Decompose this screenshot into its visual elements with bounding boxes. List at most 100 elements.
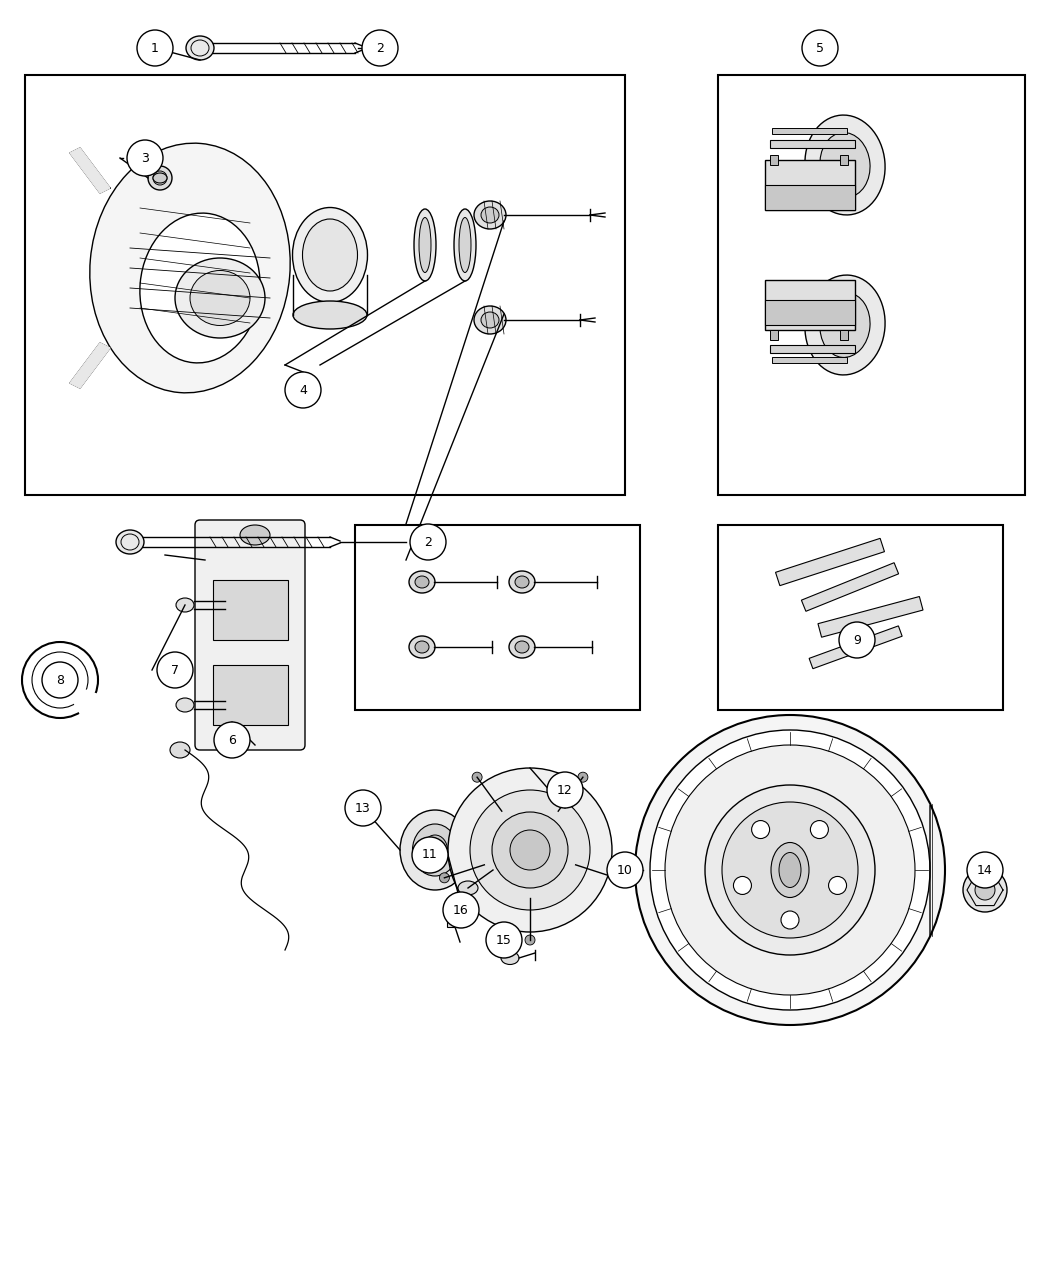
Ellipse shape (820, 292, 870, 357)
Circle shape (362, 31, 398, 66)
Text: 8: 8 (56, 673, 64, 686)
Circle shape (410, 524, 446, 560)
Bar (765, 300, 855, 325)
Circle shape (635, 715, 945, 1025)
Text: 2: 2 (424, 536, 432, 548)
Ellipse shape (415, 641, 429, 653)
Bar (213, 580, 288, 640)
Ellipse shape (481, 207, 499, 223)
Circle shape (510, 830, 550, 870)
Ellipse shape (481, 312, 499, 328)
Circle shape (439, 873, 449, 882)
Ellipse shape (413, 824, 458, 876)
Ellipse shape (459, 218, 471, 273)
Circle shape (811, 821, 828, 839)
Text: 6: 6 (228, 733, 236, 746)
Ellipse shape (415, 576, 429, 588)
Circle shape (665, 745, 915, 994)
Circle shape (525, 935, 536, 945)
Text: 2: 2 (376, 42, 384, 55)
Bar (772, 128, 847, 134)
Ellipse shape (458, 881, 478, 895)
Circle shape (722, 802, 858, 938)
Bar (447, 917, 463, 927)
Ellipse shape (153, 173, 167, 184)
Bar (25, 75, 625, 495)
Ellipse shape (414, 209, 436, 280)
Circle shape (412, 836, 448, 873)
Circle shape (611, 873, 621, 882)
Ellipse shape (514, 576, 529, 588)
Bar (840, 156, 848, 164)
Text: 12: 12 (558, 784, 573, 797)
Text: 13: 13 (355, 802, 371, 815)
FancyBboxPatch shape (195, 520, 304, 750)
Circle shape (345, 790, 381, 826)
Circle shape (443, 892, 479, 928)
Circle shape (975, 880, 995, 900)
Circle shape (578, 773, 588, 782)
Ellipse shape (501, 951, 519, 964)
Circle shape (472, 773, 482, 782)
Ellipse shape (190, 270, 250, 325)
Ellipse shape (170, 742, 190, 759)
Circle shape (158, 652, 193, 688)
Ellipse shape (454, 209, 476, 280)
Bar (840, 330, 848, 340)
Ellipse shape (474, 201, 506, 229)
Bar (765, 185, 855, 210)
Circle shape (752, 821, 770, 839)
Circle shape (127, 140, 163, 176)
Bar (718, 75, 1025, 495)
Wedge shape (60, 680, 100, 717)
Bar (776, 538, 884, 585)
Bar (772, 357, 847, 363)
Ellipse shape (514, 641, 529, 653)
Text: 1: 1 (151, 42, 159, 55)
Bar (770, 156, 778, 164)
Bar (770, 346, 855, 353)
Circle shape (802, 31, 838, 66)
Ellipse shape (410, 571, 435, 593)
Ellipse shape (805, 115, 885, 215)
Text: 4: 4 (299, 384, 307, 397)
Circle shape (42, 662, 78, 697)
Ellipse shape (293, 301, 368, 329)
Ellipse shape (176, 697, 194, 711)
Circle shape (448, 768, 612, 932)
Ellipse shape (509, 571, 536, 593)
Bar (810, 626, 902, 668)
Ellipse shape (240, 525, 270, 544)
Ellipse shape (176, 598, 194, 612)
Bar (818, 597, 923, 638)
Text: 15: 15 (496, 933, 512, 946)
Circle shape (963, 868, 1007, 912)
Ellipse shape (140, 213, 260, 363)
Ellipse shape (805, 275, 885, 375)
Ellipse shape (509, 636, 536, 658)
Circle shape (148, 166, 172, 190)
Text: 9: 9 (853, 634, 861, 646)
Bar (765, 280, 855, 330)
Text: 11: 11 (422, 848, 438, 862)
Circle shape (781, 912, 799, 929)
Bar (765, 159, 855, 210)
Bar (355, 525, 640, 710)
Ellipse shape (186, 36, 214, 60)
Circle shape (705, 785, 875, 955)
Circle shape (734, 876, 752, 895)
Circle shape (470, 790, 590, 910)
Circle shape (839, 622, 875, 658)
Bar (770, 140, 855, 148)
Polygon shape (70, 148, 110, 193)
Bar (770, 330, 778, 340)
Bar (718, 525, 1003, 710)
Circle shape (828, 876, 846, 895)
Ellipse shape (293, 208, 368, 302)
Ellipse shape (474, 306, 506, 334)
Circle shape (285, 372, 321, 408)
Bar (213, 666, 288, 725)
Ellipse shape (410, 636, 435, 658)
Ellipse shape (175, 258, 265, 338)
Ellipse shape (400, 810, 470, 890)
